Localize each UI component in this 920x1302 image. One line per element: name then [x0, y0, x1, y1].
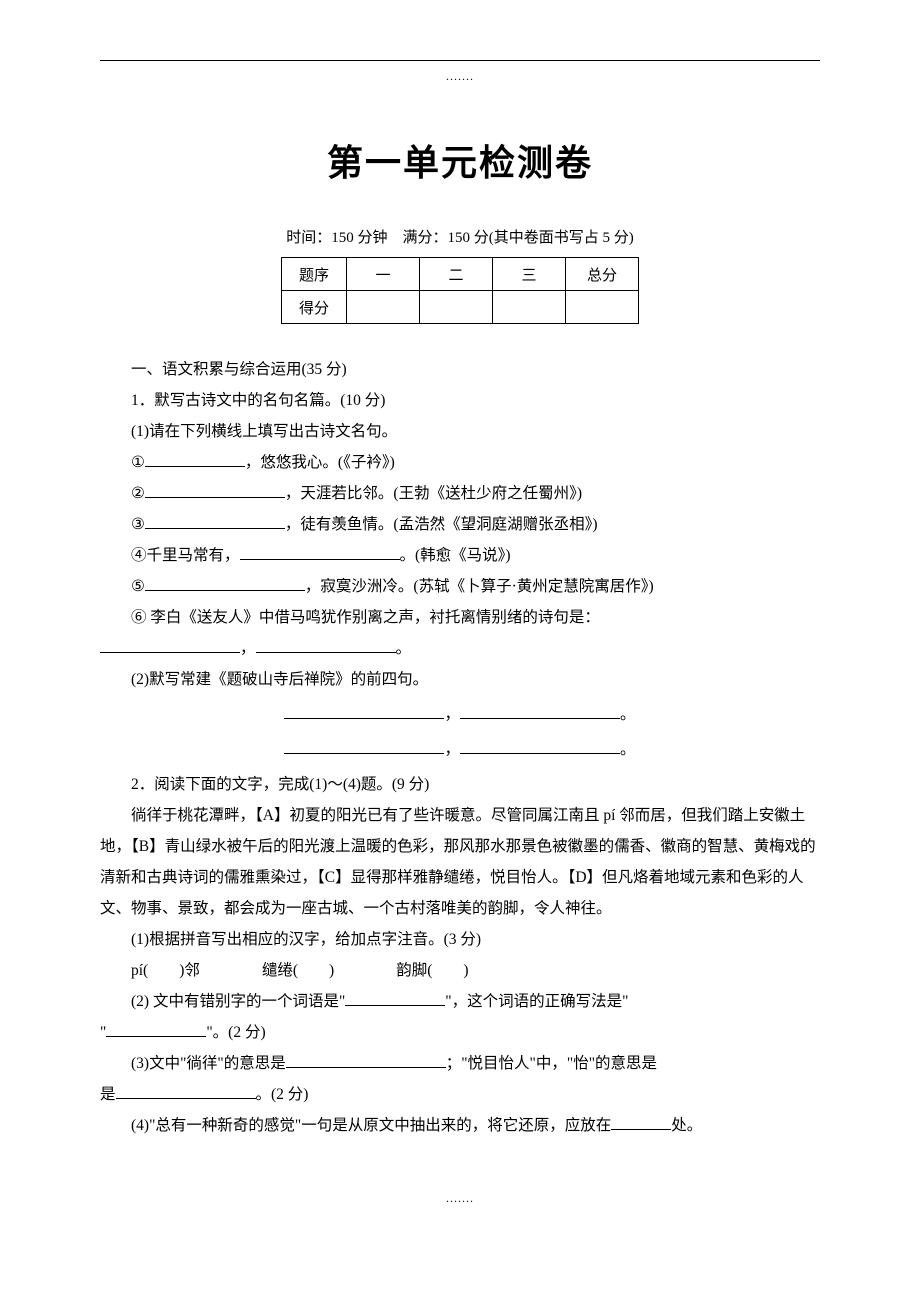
q2-sub4: (4)"总有一种新奇的感觉"一句是从原文中抽出来的，将它还原，应放在 处。 [100, 1110, 820, 1141]
text: 。(2 分) [256, 1086, 309, 1103]
timing-info: 时间：150 分钟 满分：150 分(其中卷面书写占 5 分) [100, 226, 820, 247]
text: 。(韩愈《马说》) [400, 547, 511, 564]
fill-blank[interactable] [345, 990, 445, 1007]
header-ellipsis: ....... [100, 69, 820, 84]
couplet-line-2: ，。 [100, 734, 820, 765]
text: ④千里马常有， [131, 547, 240, 564]
q2-title: 2．阅读下面的文字，完成(1)～(4)题。(9 分) [100, 769, 820, 800]
fill-blank[interactable] [284, 738, 444, 755]
fill-blank[interactable] [145, 513, 285, 530]
q1-item-5: ⑤，寂寞沙洲冷。(苏轼《卜算子·黄州定慧院寓居作》) [100, 571, 820, 602]
fill-blank[interactable] [100, 637, 240, 654]
text: ，徒有羡鱼情。(孟浩然《望洞庭湖赠张丞相》) [285, 516, 598, 533]
q1-title: 1．默写古诗文中的名句名篇。(10 分) [100, 385, 820, 416]
couplet-line-1: ，。 [100, 699, 820, 730]
fill-blank[interactable] [145, 482, 285, 499]
cell: 二 [420, 258, 493, 291]
fill-blank[interactable] [286, 1052, 446, 1069]
q1-item-6: ⑥ 李白《送友人》中借马鸣犹作别离之声，衬托离情别绪的诗句是： [100, 602, 820, 633]
section-heading: 一、语文积累与综合运用(35 分) [100, 354, 820, 385]
q1-item-6-blanks: ，。 [100, 633, 820, 664]
q2-sub3-cont: 是。(2 分) [100, 1079, 820, 1110]
score-table: 题序 一 二 三 总分 得分 [281, 257, 639, 324]
text: (4)"总有一种新奇的感觉"一句是从原文中抽出来的，将它还原，应放在 [131, 1117, 611, 1134]
top-rule [100, 60, 820, 61]
q1-item-1: ①，悠悠我心。(《子衿》) [100, 447, 820, 478]
fill-blank[interactable] [106, 1021, 206, 1038]
table-row: 题序 一 二 三 总分 [282, 258, 639, 291]
fill-blank[interactable] [460, 703, 620, 720]
q2-sub3: (3)文中"徜徉"的意思是 ；"悦目怡人"中，"怡"的意思是 [100, 1048, 820, 1079]
cell[interactable] [347, 291, 420, 324]
text: (2) 文中有错别字的一个词语是" [131, 993, 345, 1010]
cell: 一 [347, 258, 420, 291]
q1-sub1: (1)请在下列横线上填写出古诗文名句。 [100, 416, 820, 447]
q1-sub2: (2)默写常建《题破山寺后禅院》的前四句。 [100, 664, 820, 695]
q1-item-4: ④千里马常有， 。(韩愈《马说》) [100, 540, 820, 571]
q1-item-3: ③，徒有羡鱼情。(孟浩然《望洞庭湖赠张丞相》) [100, 509, 820, 540]
q2-sub2-cont: ""。(2 分) [100, 1017, 820, 1048]
page: ....... 第一单元检测卷 时间：150 分钟 满分：150 分(其中卷面书… [0, 0, 920, 1246]
cell: 三 [493, 258, 566, 291]
text: ；"悦目怡人"中，"怡"的意思是 [446, 1055, 657, 1072]
q2-sub2: (2) 文中有错别字的一个词语是" "，这个词语的正确写法是" [100, 986, 820, 1017]
text: ，天涯若比邻。(王勃《送杜少府之任蜀州》) [285, 485, 582, 502]
text: ⑥ 李白《送友人》中借马鸣犹作别离之声，衬托离情别绪的诗句是： [131, 609, 600, 626]
fill-blank[interactable] [611, 1114, 671, 1131]
fill-blank[interactable] [145, 575, 305, 592]
cell[interactable] [493, 291, 566, 324]
text: ，悠悠我心。(《子衿》) [245, 454, 395, 471]
text: "。(2 分) [206, 1024, 265, 1041]
q2-passage: 徜徉于桃花潭畔，【A】初夏的阳光已有了些许暖意。尽管同属江南且 pí 邻而居，但… [100, 800, 820, 924]
cell-label: 题序 [282, 258, 347, 291]
text: ，寂寞沙洲冷。(苏轼《卜算子·黄州定慧院寓居作》) [305, 578, 654, 595]
cell[interactable] [420, 291, 493, 324]
fill-blank[interactable] [460, 738, 620, 755]
table-row: 得分 [282, 291, 639, 324]
text: 处。 [671, 1117, 702, 1134]
q2-sub1-prompt: (1)根据拼音写出相应的汉字，给加点字注音。(3 分) [100, 924, 820, 955]
q1-item-2: ②，天涯若比邻。(王勃《送杜少府之任蜀州》) [100, 478, 820, 509]
text: (3)文中"徜徉"的意思是 [131, 1055, 286, 1072]
footer-ellipsis: ....... [100, 1191, 820, 1206]
fill-blank[interactable] [240, 544, 400, 561]
cell[interactable] [566, 291, 639, 324]
text: "，这个词语的正确写法是" [445, 993, 628, 1010]
exam-title: 第一单元检测卷 [100, 134, 820, 186]
fill-blank[interactable] [145, 451, 245, 468]
fill-blank[interactable] [116, 1083, 256, 1100]
fill-blank[interactable] [256, 637, 396, 654]
fill-blank[interactable] [284, 703, 444, 720]
q2-sub1-line: pí( )邻 缱绻( ) 韵脚( ) [100, 955, 820, 986]
cell: 总分 [566, 258, 639, 291]
cell-label: 得分 [282, 291, 347, 324]
content: 一、语文积累与综合运用(35 分) 1．默写古诗文中的名句名篇。(10 分) (… [100, 354, 820, 1141]
text: 。 [396, 640, 412, 657]
